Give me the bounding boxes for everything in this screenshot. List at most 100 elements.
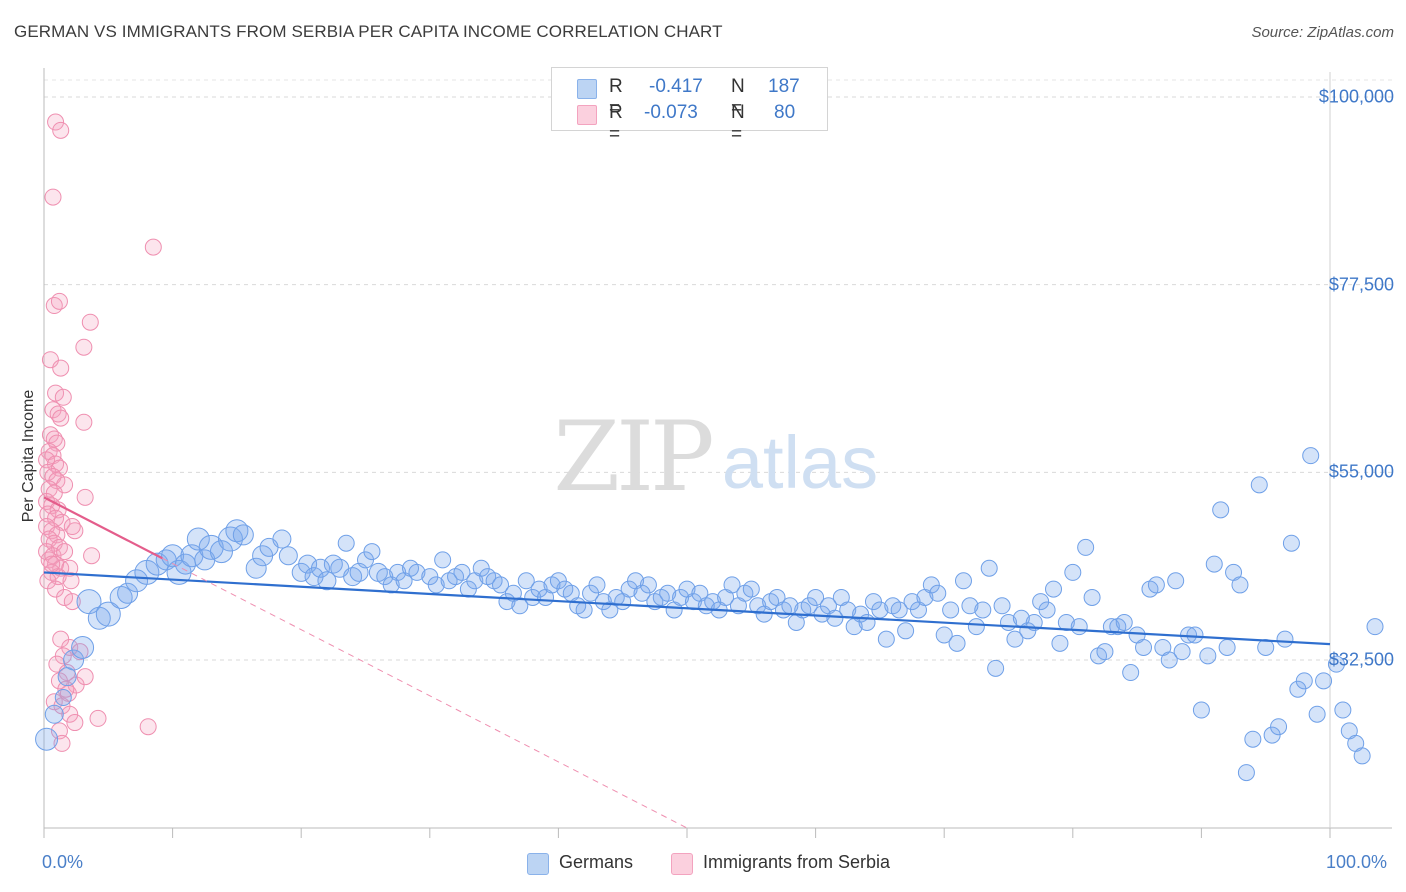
y-tick-label: $77,500 bbox=[1328, 274, 1394, 295]
german-point bbox=[1218, 638, 1236, 656]
german-point bbox=[363, 543, 381, 561]
german-point bbox=[453, 563, 471, 581]
german-point bbox=[1045, 580, 1063, 598]
legend-label-serbia: Immigrants from Serbia bbox=[703, 852, 891, 872]
german-point bbox=[1295, 672, 1313, 690]
axes bbox=[43, 68, 1392, 838]
german-point bbox=[1334, 701, 1352, 719]
stats-r-label: R = bbox=[609, 76, 623, 119]
legend-swatch-serbia bbox=[671, 853, 693, 875]
german-point bbox=[974, 601, 992, 619]
german-point bbox=[1244, 730, 1262, 748]
german-point bbox=[1302, 447, 1320, 465]
german-point bbox=[492, 576, 510, 594]
german-point bbox=[1173, 643, 1191, 661]
serbia-point bbox=[63, 593, 81, 611]
german-point bbox=[1192, 701, 1210, 719]
serbia-point bbox=[56, 543, 74, 561]
german-point bbox=[1205, 555, 1223, 573]
german-point bbox=[44, 704, 64, 724]
y-tick-label: $100,000 bbox=[1318, 86, 1394, 107]
serbia-point bbox=[52, 121, 70, 139]
german-point bbox=[1237, 764, 1255, 782]
series-immigrants-from-serbia-points bbox=[38, 113, 162, 752]
chart-title: GERMAN VS IMMIGRANTS FROM SERBIA PER CAP… bbox=[14, 22, 723, 41]
serbia-point bbox=[63, 518, 81, 536]
serbia-point bbox=[75, 413, 93, 431]
german-point bbox=[317, 571, 337, 591]
german-point bbox=[511, 597, 529, 615]
stats-n-value: 187 bbox=[768, 76, 800, 97]
grid-lines bbox=[44, 79, 1392, 661]
german-point bbox=[1327, 655, 1345, 673]
serbia-point bbox=[139, 718, 157, 736]
german-point bbox=[897, 622, 915, 640]
trend-line-germans bbox=[43, 571, 1331, 646]
german-point bbox=[1083, 588, 1101, 606]
serbia-point bbox=[38, 451, 56, 469]
german-point bbox=[232, 524, 254, 546]
german-point bbox=[1006, 630, 1024, 648]
german-point bbox=[1276, 630, 1294, 648]
stats-r-label: R = bbox=[609, 102, 623, 145]
stats-n-label: N = bbox=[731, 102, 745, 145]
german-point bbox=[807, 588, 825, 606]
german-point bbox=[1096, 643, 1114, 661]
german-point bbox=[1308, 705, 1326, 723]
serbia-point bbox=[50, 722, 68, 740]
x-tick-label-min: 0.0% bbox=[42, 852, 84, 872]
german-point bbox=[298, 554, 318, 574]
german-point bbox=[1160, 651, 1178, 669]
german-point bbox=[1115, 613, 1133, 631]
german-point bbox=[993, 597, 1011, 615]
german-point bbox=[245, 557, 267, 579]
german-point bbox=[87, 606, 111, 630]
watermark-zip: ZIP bbox=[553, 401, 712, 513]
german-point bbox=[1366, 618, 1384, 636]
stats-swatch-pink bbox=[577, 105, 597, 125]
serbia-point bbox=[39, 505, 57, 523]
german-point bbox=[63, 649, 85, 671]
german-point bbox=[1212, 501, 1230, 519]
german-point bbox=[1064, 563, 1082, 581]
german-point bbox=[967, 618, 985, 636]
german-point bbox=[209, 540, 233, 564]
trend-line-serbia bbox=[43, 496, 163, 560]
serbia-point bbox=[144, 238, 162, 256]
german-point bbox=[588, 576, 606, 594]
german-point bbox=[117, 582, 139, 604]
german-point bbox=[434, 551, 452, 569]
german-point bbox=[1077, 538, 1095, 556]
serbia-point bbox=[61, 559, 79, 577]
serbia-point bbox=[75, 338, 93, 356]
german-point bbox=[961, 597, 979, 615]
german-point bbox=[575, 601, 593, 619]
german-point bbox=[929, 584, 947, 602]
german-point bbox=[1038, 601, 1056, 619]
german-point bbox=[1167, 572, 1185, 590]
german-point bbox=[858, 613, 876, 631]
stats-r-value: -0.073 bbox=[644, 102, 698, 123]
german-point bbox=[942, 601, 960, 619]
x-tick-label-max: 100.0% bbox=[1326, 852, 1388, 872]
german-point bbox=[1122, 664, 1140, 682]
serbia-point bbox=[62, 572, 80, 590]
german-point bbox=[1070, 618, 1088, 636]
serbia-point bbox=[76, 668, 94, 686]
german-point bbox=[35, 727, 59, 751]
serbia-point bbox=[47, 384, 65, 402]
german-point bbox=[125, 569, 149, 593]
german-point bbox=[1270, 718, 1288, 736]
watermark-atlas: atlas bbox=[722, 421, 878, 504]
correlation-stats-legend: R = -0.417 N = 187 R = -0.073 N = 80 bbox=[551, 67, 828, 145]
y-tick-label: $55,000 bbox=[1328, 461, 1394, 482]
german-point bbox=[337, 534, 355, 552]
german-point bbox=[427, 576, 445, 594]
serbia-point bbox=[54, 388, 72, 406]
serbia-point bbox=[50, 292, 68, 310]
german-point bbox=[639, 576, 657, 594]
german-point bbox=[987, 659, 1005, 677]
serbia-point bbox=[66, 714, 84, 732]
german-point bbox=[1231, 576, 1249, 594]
